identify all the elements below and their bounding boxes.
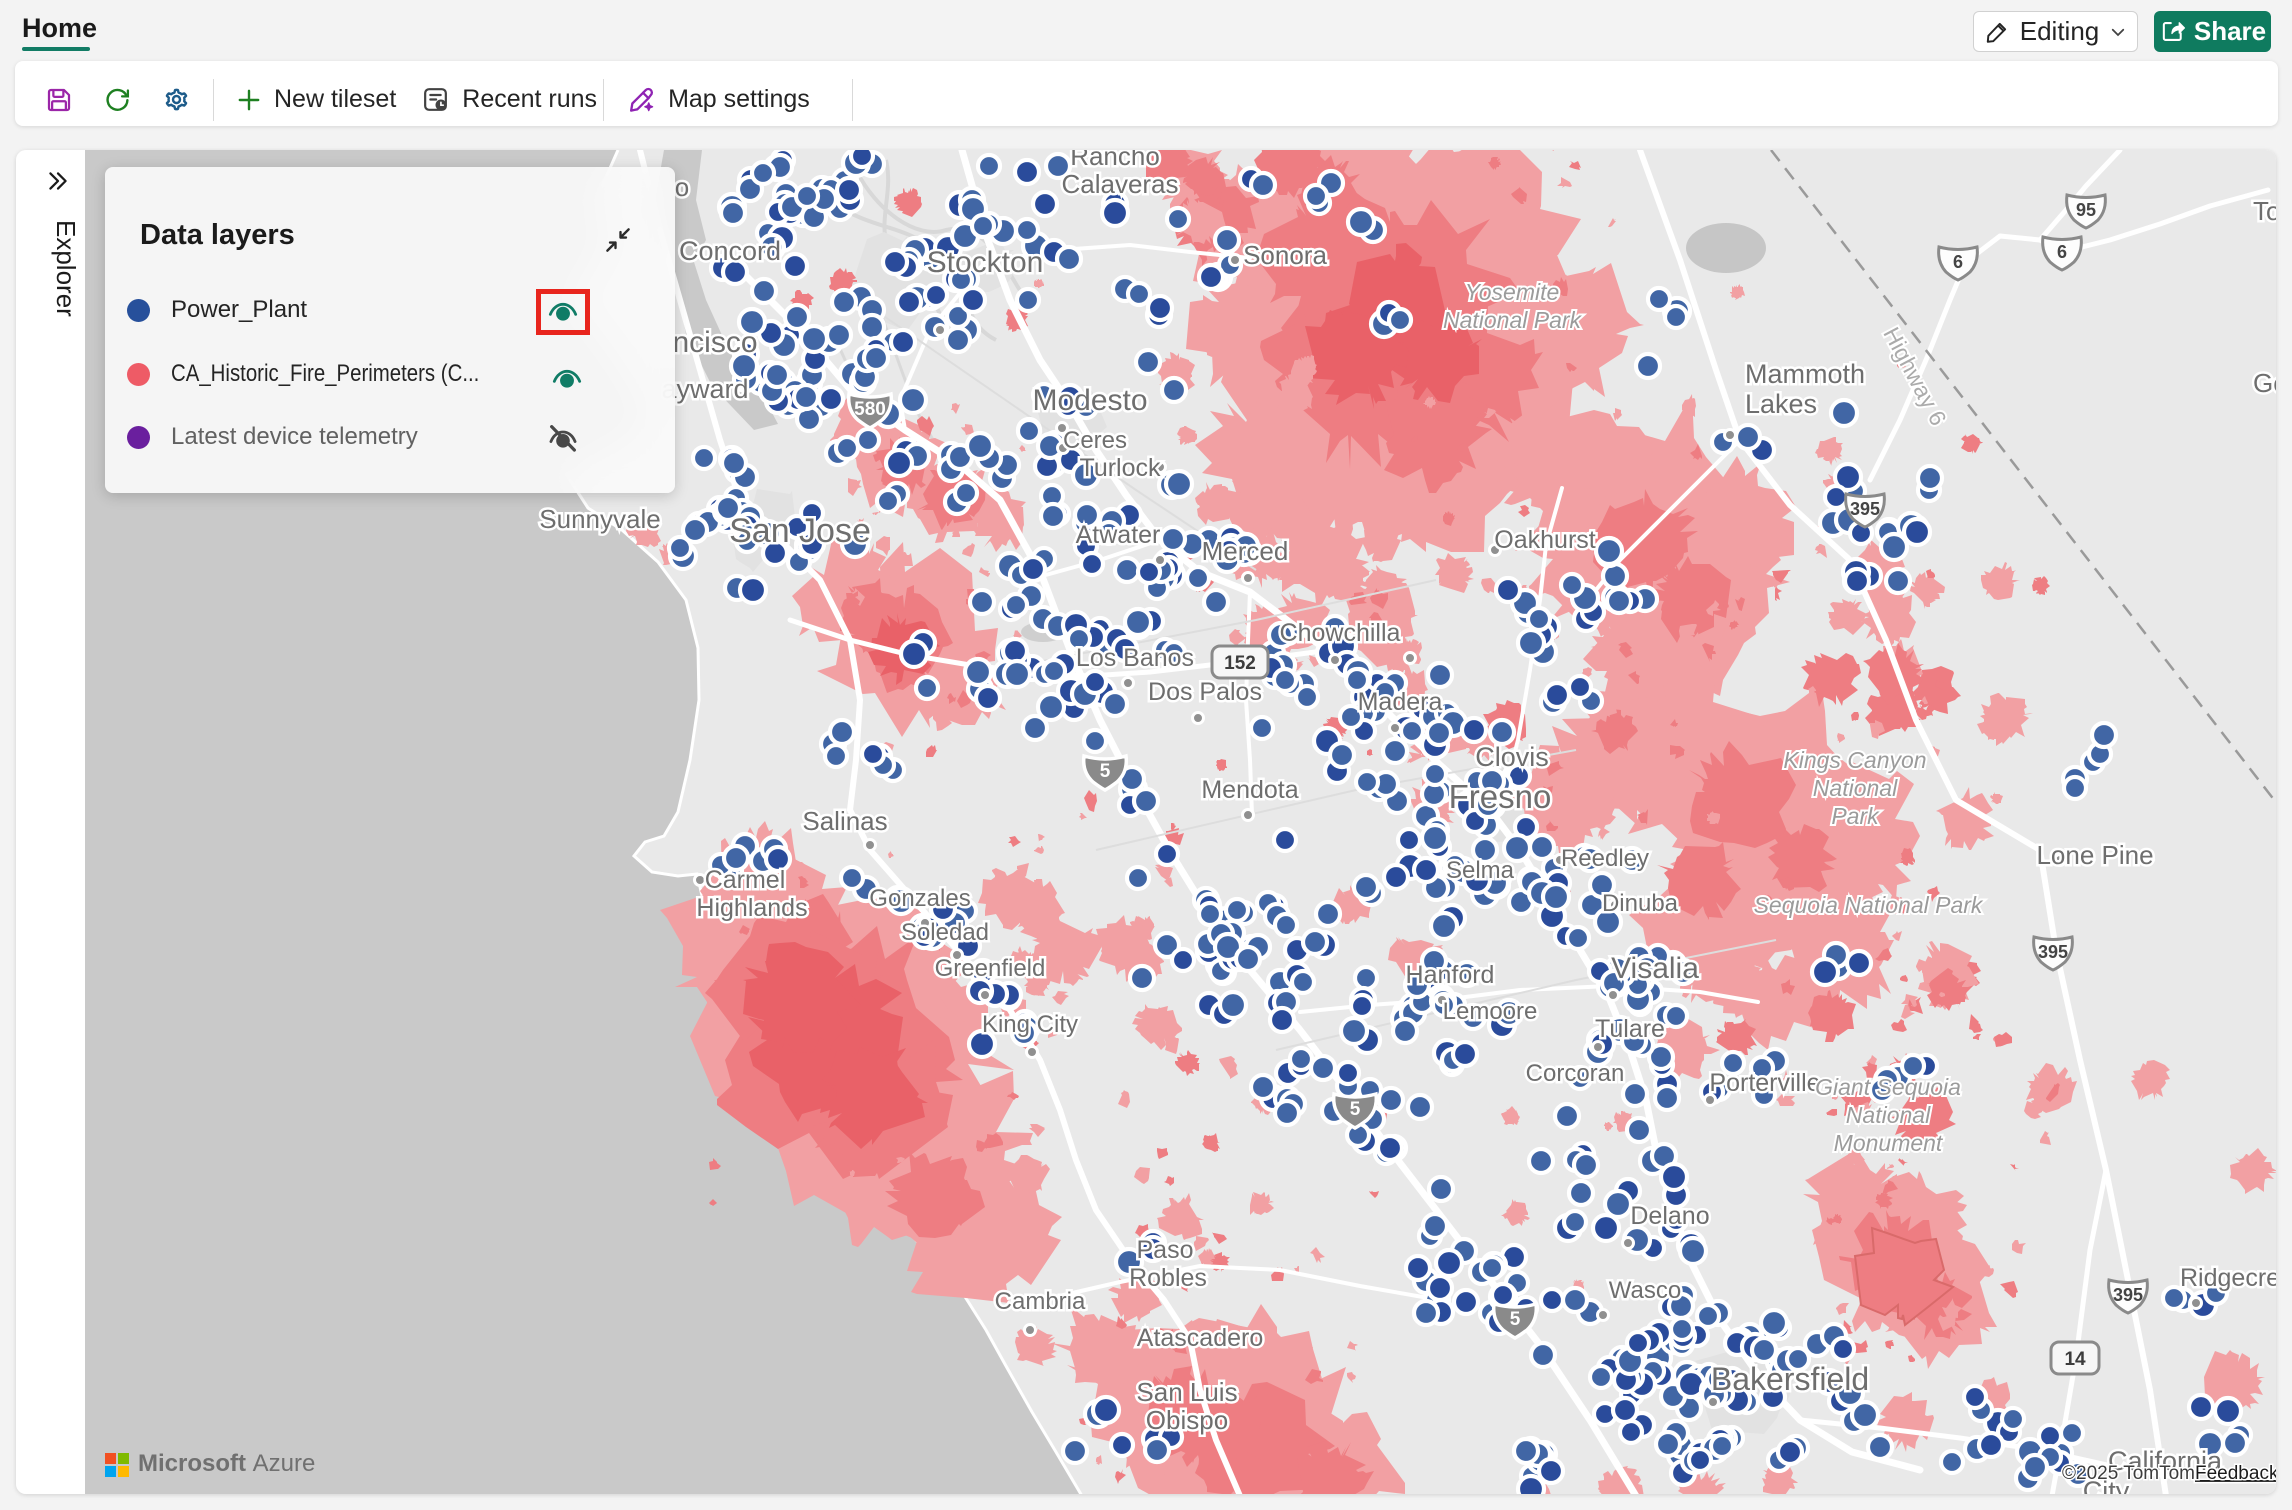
svg-text:Gol: Gol bbox=[2253, 368, 2276, 398]
svg-text:Delano: Delano bbox=[1630, 1202, 1709, 1230]
svg-text:Hanford: Hanford bbox=[1406, 961, 1495, 989]
svg-text:Lakes: Lakes bbox=[1745, 389, 1817, 419]
svg-text:Feedback: Feedback bbox=[2195, 1463, 2276, 1484]
svg-text:Rancho: Rancho bbox=[1070, 150, 1160, 171]
svg-text:Kings Canyon: Kings Canyon bbox=[1783, 747, 1926, 773]
svg-text:Reedley: Reedley bbox=[1561, 845, 1649, 872]
svg-text:Sequoia National Park: Sequoia National Park bbox=[1754, 892, 1984, 918]
svg-text:Monument: Monument bbox=[1834, 1130, 1944, 1156]
svg-text:o: o bbox=[675, 172, 689, 202]
svg-text:King City: King City bbox=[982, 1011, 1078, 1038]
svg-text:Clovis: Clovis bbox=[1475, 742, 1549, 772]
svg-text:580: 580 bbox=[854, 399, 886, 420]
svg-text:Lone Pine: Lone Pine bbox=[2036, 840, 2153, 870]
svg-text:Selma: Selma bbox=[1446, 857, 1515, 884]
svg-text:Giant Sequoia: Giant Sequoia bbox=[1815, 1074, 1961, 1100]
svg-text:National: National bbox=[1813, 775, 1898, 801]
svg-text:Oakhurst: Oakhurst bbox=[1494, 526, 1595, 554]
svg-text:95: 95 bbox=[2076, 200, 2096, 220]
svg-text:Wasco: Wasco bbox=[1609, 1277, 1681, 1304]
svg-text:Cambria: Cambria bbox=[995, 1288, 1086, 1315]
svg-text:5: 5 bbox=[1350, 1099, 1361, 1120]
svg-text:Dos Palos: Dos Palos bbox=[1148, 678, 1262, 706]
svg-text:Park: Park bbox=[1831, 803, 1880, 829]
svg-text:395: 395 bbox=[2038, 942, 2068, 962]
svg-text:Visalia: Visalia bbox=[1611, 952, 1699, 985]
svg-text:Robles: Robles bbox=[1129, 1264, 1207, 1292]
svg-text:Atascadero: Atascadero bbox=[1137, 1324, 1263, 1352]
svg-text:Lemoore: Lemoore bbox=[1443, 998, 1538, 1025]
svg-text:Soledad: Soledad bbox=[901, 919, 989, 946]
svg-text:Stockton: Stockton bbox=[927, 246, 1044, 279]
svg-text:14: 14 bbox=[2064, 1349, 2086, 1370]
svg-text:National Park: National Park bbox=[1443, 307, 1583, 333]
svg-text:Porterville: Porterville bbox=[1709, 1069, 1820, 1097]
svg-text:6: 6 bbox=[2057, 242, 2067, 262]
svg-text:California: California bbox=[2108, 1446, 2223, 1476]
svg-text:Mammoth: Mammoth bbox=[1745, 359, 1865, 389]
svg-text:Sunnyvale: Sunnyvale bbox=[539, 504, 660, 534]
svg-text:ncisco: ncisco bbox=[672, 326, 757, 359]
svg-text:Salinas: Salinas bbox=[802, 806, 887, 836]
svg-text:©2025 TomTom: ©2025 TomTom bbox=[2062, 1463, 2195, 1484]
svg-text:Chowchilla: Chowchilla bbox=[1280, 619, 1401, 647]
svg-text:National: National bbox=[1846, 1102, 1931, 1128]
svg-text:Merced: Merced bbox=[1202, 536, 1289, 566]
svg-text:6: 6 bbox=[1953, 252, 1963, 272]
svg-text:Sonora: Sonora bbox=[1243, 240, 1327, 270]
svg-text:395: 395 bbox=[1850, 499, 1880, 519]
svg-text:Mendota: Mendota bbox=[1201, 776, 1298, 804]
svg-text:Calaveras: Calaveras bbox=[1061, 169, 1178, 199]
svg-text:Bakersfield: Bakersfield bbox=[1711, 1361, 1869, 1397]
svg-text:152: 152 bbox=[1224, 653, 1256, 674]
svg-text:Concord: Concord bbox=[679, 236, 781, 266]
svg-text:Ceres: Ceres bbox=[1063, 427, 1127, 454]
svg-text:Highlands: Highlands bbox=[696, 894, 807, 922]
svg-text:Obispo: Obispo bbox=[1146, 1405, 1228, 1435]
svg-text:395: 395 bbox=[2113, 1285, 2143, 1305]
svg-text:Corcoran: Corcoran bbox=[1526, 1060, 1625, 1087]
svg-text:Greenfield: Greenfield bbox=[935, 955, 1046, 982]
svg-text:Modesto: Modesto bbox=[1032, 384, 1147, 417]
svg-text:San Jose: San Jose bbox=[729, 512, 871, 550]
svg-text:Atwater: Atwater bbox=[1076, 521, 1161, 549]
svg-text:Turlock: Turlock bbox=[1079, 454, 1161, 482]
svg-text:Paso: Paso bbox=[1137, 1236, 1194, 1264]
svg-text:Yosemite: Yosemite bbox=[1465, 279, 1560, 305]
svg-text:5: 5 bbox=[1100, 761, 1111, 782]
svg-text:Tulare: Tulare bbox=[1595, 1015, 1665, 1043]
svg-text:Los Banos: Los Banos bbox=[1076, 644, 1194, 672]
svg-text:5: 5 bbox=[1510, 1309, 1521, 1330]
svg-text:Gonzales: Gonzales bbox=[869, 885, 970, 912]
svg-text:Ridgecrest: Ridgecrest bbox=[2180, 1264, 2276, 1292]
svg-text:Tor: Tor bbox=[2253, 196, 2276, 226]
svg-text:Carmel: Carmel bbox=[705, 866, 786, 894]
svg-text:San Luis: San Luis bbox=[1136, 1377, 1237, 1407]
svg-text:Fresno: Fresno bbox=[1449, 778, 1552, 815]
svg-text:Dinuba: Dinuba bbox=[1602, 890, 1679, 917]
svg-text:City: City bbox=[2083, 1476, 2130, 1494]
svg-text:Madera: Madera bbox=[1358, 688, 1443, 716]
